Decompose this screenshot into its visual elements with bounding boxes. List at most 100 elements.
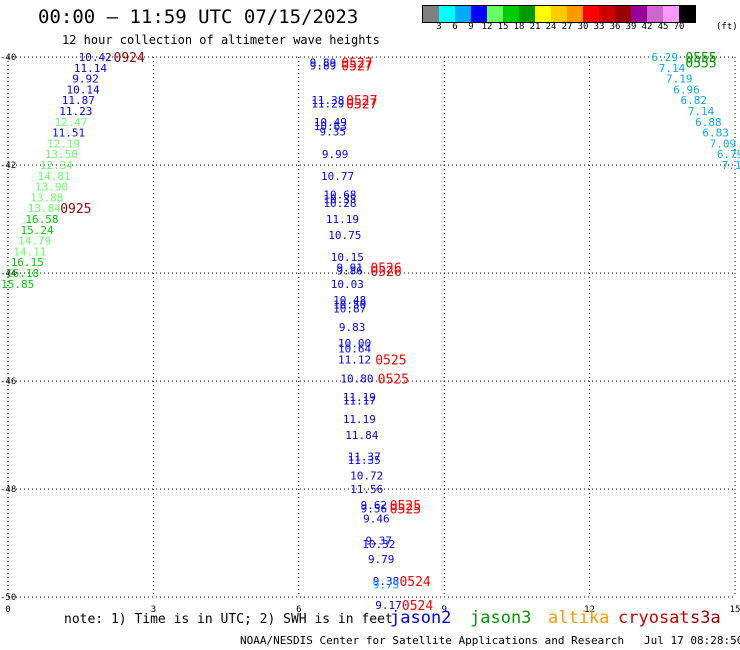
legend-swatch [599, 6, 615, 22]
wave-height-label: 13.90 [35, 181, 68, 194]
wave-height-label: 15.24 [21, 224, 54, 237]
wave-height-label: 10.49 [314, 116, 347, 129]
wave-height-label: 10.50 [333, 298, 366, 311]
pass-time-label: 0925 [60, 202, 91, 217]
wave-height-label: 12.19 [47, 137, 80, 150]
wave-height-label: 6.83 [702, 127, 729, 140]
footer-credit: NOAA/NESDIS Center for Satellite Applica… [240, 634, 740, 647]
pass-time-label: 0527 [346, 97, 377, 112]
wave-height-label: 11.29 [311, 97, 344, 110]
wave-height-label: 11.19 [343, 413, 376, 426]
x-tick-label: 3 [151, 605, 156, 615]
wave-height-label: 6.82 [681, 94, 708, 107]
wave-height-label: 14.81 [37, 170, 70, 183]
legend-label: 6 [452, 22, 458, 32]
pass-time-label: 0525 [375, 353, 406, 368]
pass-time-label: 0527 [341, 56, 372, 71]
wave-height-label: 10.42 [79, 51, 112, 64]
mission-cryosat: cryosat [618, 608, 690, 628]
wave-height-label: 9.92 [72, 73, 99, 86]
wave-height-label: 10.80 [340, 372, 373, 385]
legend-unit: (ft) [716, 22, 738, 32]
wave-height-label: 14.11 [13, 245, 46, 258]
legend-label: 24 [545, 22, 557, 32]
legend-label: 12 [481, 22, 493, 32]
wave-height-label: 11.35 [348, 454, 381, 467]
wave-height-label: 9.17 [375, 599, 402, 612]
wave-height-label: 10.03 [331, 278, 364, 291]
legend-label: 70 [673, 22, 685, 32]
wave-height-label: 9.46 [363, 513, 390, 526]
wave-height-label: 16.58 [25, 213, 58, 226]
wave-height-label: 12.47 [54, 116, 87, 129]
pass-time-label: 0526 [370, 262, 401, 277]
wave-height-label: 10.32 [362, 538, 395, 551]
pass-time-label: 0526 [370, 265, 401, 280]
wave-height-label: 13.88 [30, 191, 63, 204]
wave-height-label: 11.12 [338, 353, 371, 366]
wave-height-label: 9.91 [336, 262, 363, 275]
legend-swatch [519, 6, 535, 22]
legend-label: 9 [468, 22, 474, 32]
page-title: 00:00 — 11:59 UTC 07/15/2023 [38, 6, 359, 28]
y-tick-label: -46 [0, 377, 16, 387]
wave-height-label: 11.14 [74, 62, 107, 75]
legend-label: 15 [497, 22, 509, 32]
wave-height-label: 11.23 [59, 105, 92, 118]
pass-time-label: 0527 [346, 94, 377, 109]
wave-height-label: 11.19 [326, 213, 359, 226]
y-tick-label: -50 [0, 593, 16, 603]
legend-label: 42 [641, 22, 653, 32]
page-subtitle: 12 hour collection of altimeter wave hei… [62, 33, 380, 47]
wave-height-label: 9.38 [373, 575, 400, 588]
wave-height-label: 14.79 [18, 235, 51, 248]
footer-note: note: 1) Time is in UTC; 2) SWH is in fe… [64, 612, 393, 627]
mission-jason2: jason2 [390, 608, 452, 628]
x-tick-label: 6 [296, 605, 301, 615]
wave-height-label: 10.77 [321, 170, 354, 183]
wave-height-label: 9.83 [339, 321, 366, 334]
wave-height-label: 7.12 [722, 159, 740, 172]
x-tick-label: 0 [5, 605, 10, 615]
legend-swatch [471, 6, 487, 22]
wave-height-label: 10.48 [333, 294, 366, 307]
legend-label: 45 [657, 22, 669, 32]
wave-height-label: 10.00 [338, 337, 371, 350]
legend-swatch [487, 6, 503, 22]
wave-height-label: 10.35 [323, 193, 356, 206]
wave-height-label: 7.19 [666, 73, 693, 86]
legend-swatch [663, 6, 679, 22]
pass-time-label: 0525 [378, 372, 409, 387]
wave-height-label: 11.56 [350, 483, 383, 496]
mission-s3a: s3a [690, 608, 721, 628]
mission-jason3: jason3 [470, 608, 532, 628]
wave-height-label: 9.73 [373, 579, 400, 592]
pass-time-label: 0555 [685, 56, 716, 71]
wave-height-label: 7.09 [710, 137, 737, 150]
y-tick-label: -42 [0, 161, 16, 171]
wave-height-label: 11.38 [311, 94, 344, 107]
mission-altika: altika [548, 608, 610, 628]
legend-swatch [535, 6, 551, 22]
legend-label: 33 [593, 22, 605, 32]
wave-height-label: 6.88 [695, 116, 722, 129]
pass-time-label: 0524 [402, 599, 433, 614]
wave-height-label: 10.72 [350, 470, 383, 483]
pass-time-label: 0555 [685, 51, 716, 66]
wave-height-label: 11.87 [62, 94, 95, 107]
legend-label: 36 [609, 22, 621, 32]
wave-height-label: 9.62 [361, 499, 388, 512]
wave-height-label: 9.37 [366, 534, 393, 547]
wave-height-label: 13.50 [45, 148, 78, 161]
pass-time-label: 0525 [390, 499, 421, 514]
legend-label: 21 [529, 22, 541, 32]
wave-height-label: 9.79 [368, 553, 395, 566]
wave-height-label: 10.87 [333, 303, 366, 316]
wave-height-label: 9.99 [322, 148, 349, 161]
legend-swatch [647, 6, 663, 22]
legend-swatch [455, 6, 471, 22]
x-tick-label: 9 [441, 605, 446, 615]
wave-height-label: 10.14 [67, 83, 100, 96]
wave-height-label: 10.64 [338, 343, 371, 356]
